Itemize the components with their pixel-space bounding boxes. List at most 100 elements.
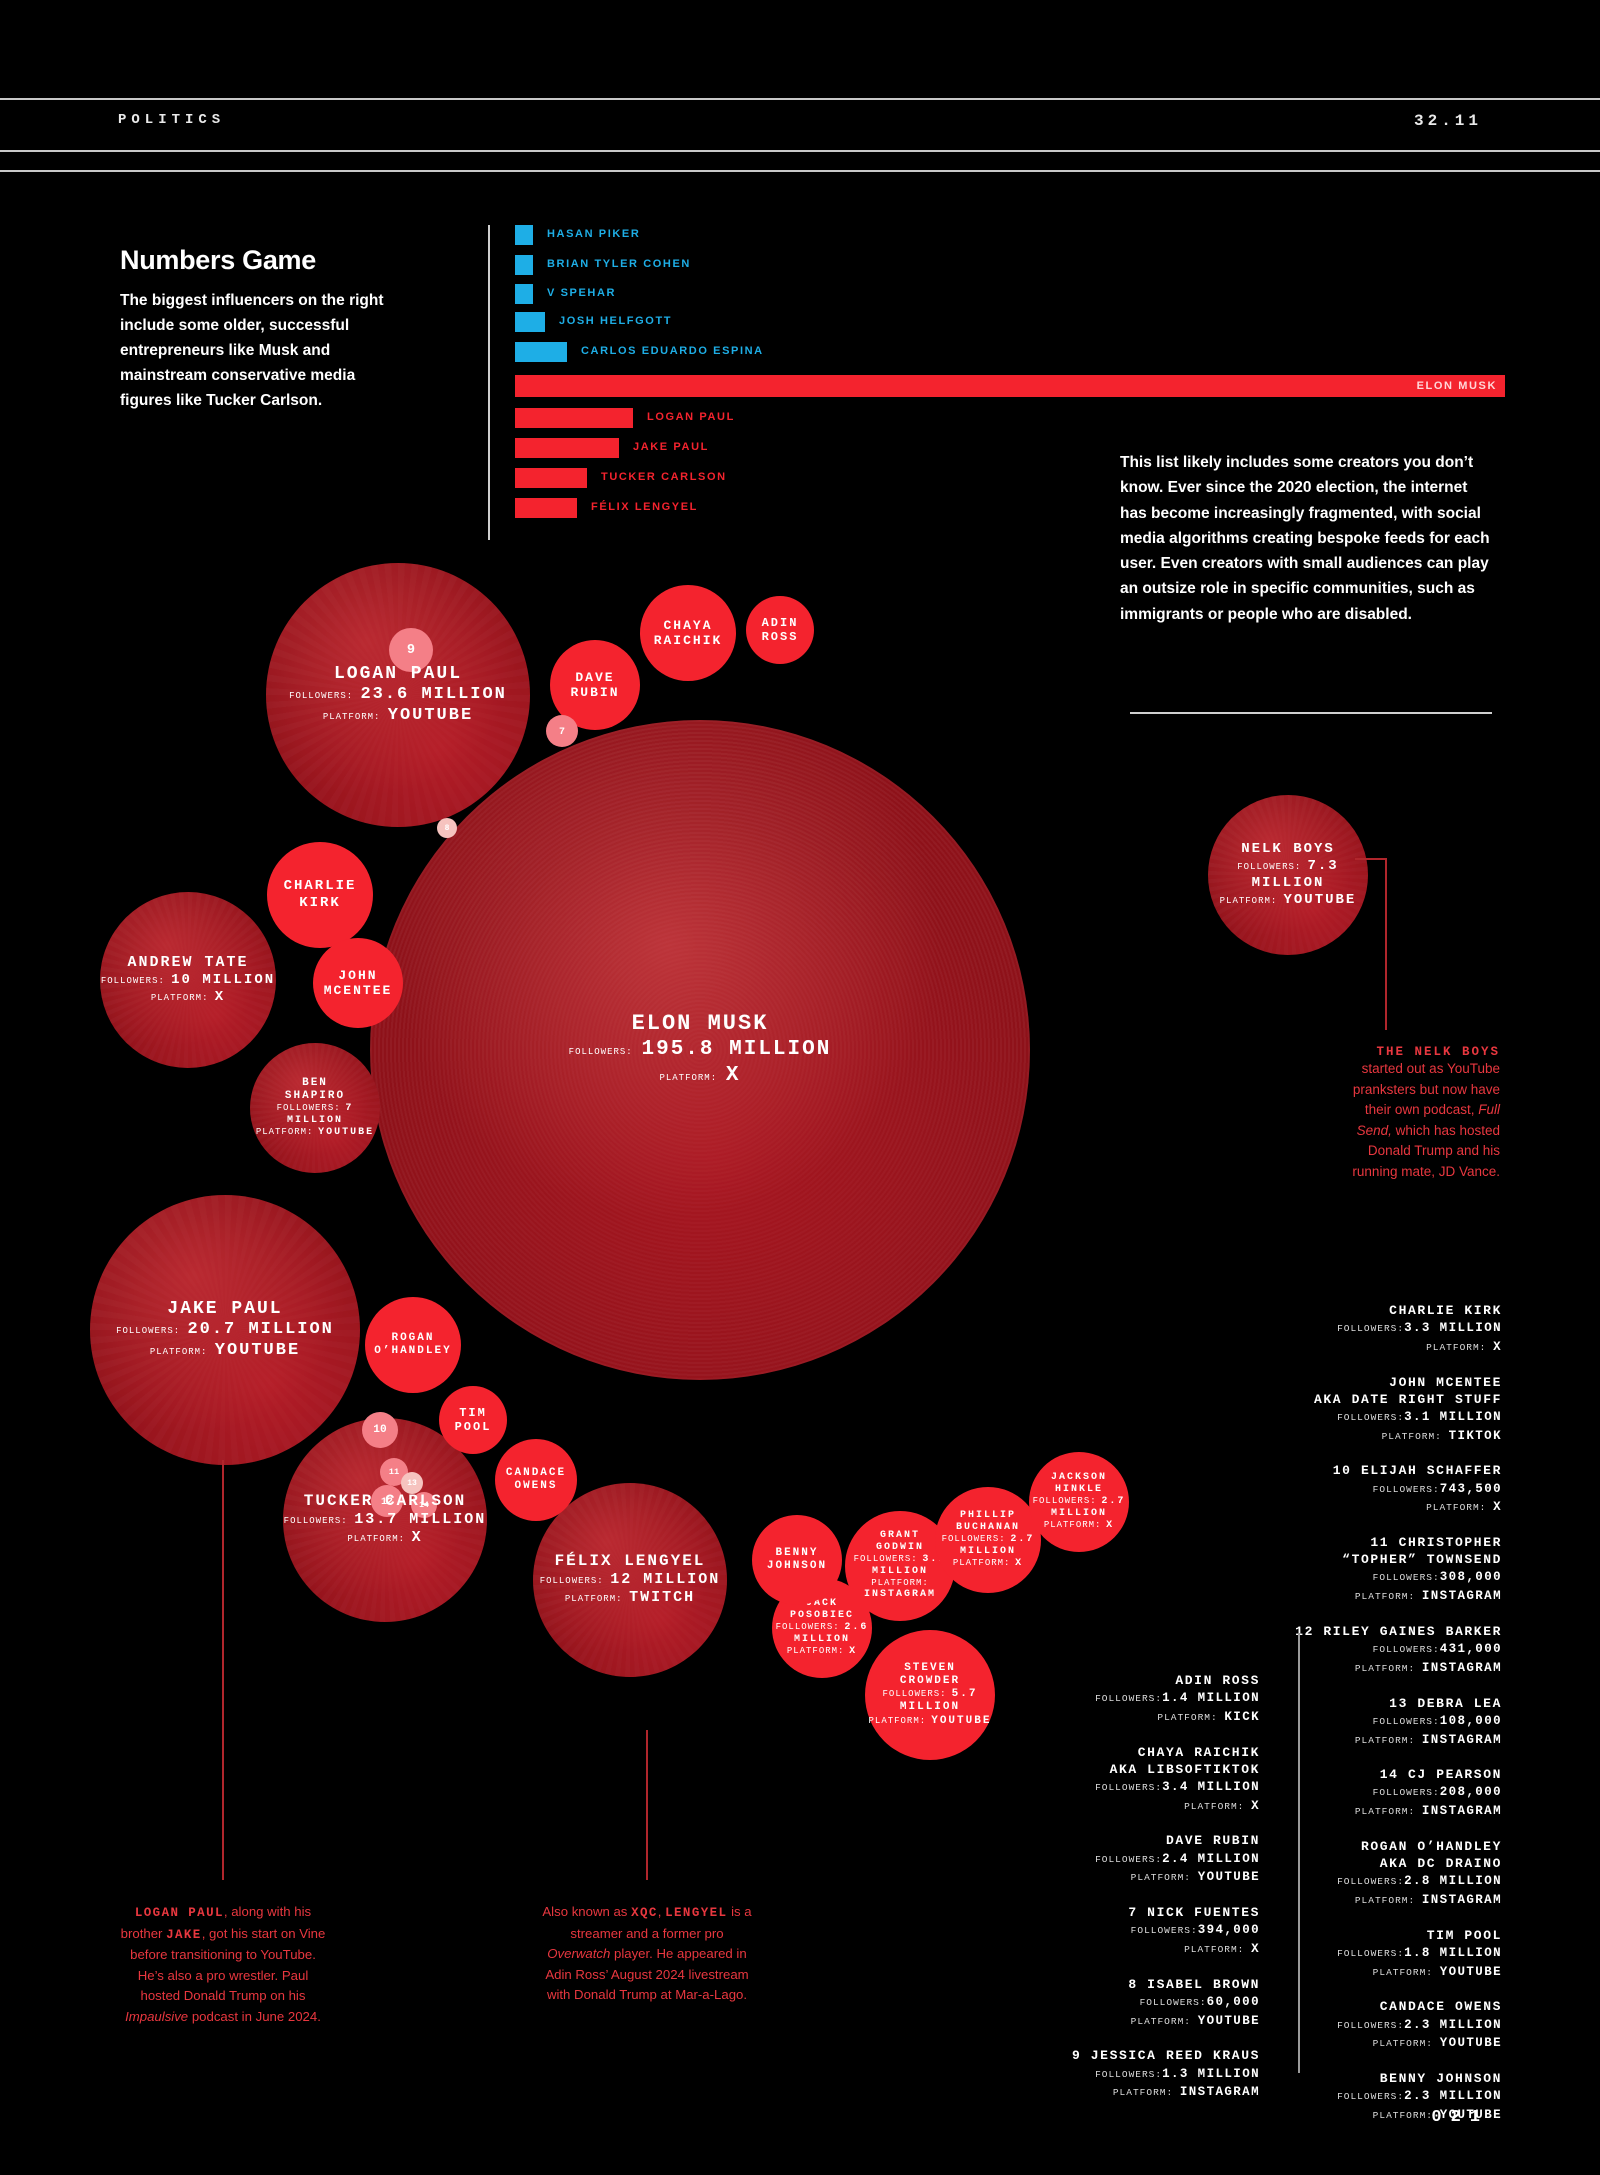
bubble-phillip-buchanan[interactable]: PHILLIP BUCHANAN FOLLOWERS: 2.7 MILLION PL… <box>935 1487 1041 1593</box>
list-item-name: 9 JESSICA REED KRAUS <box>1071 2048 1260 2064</box>
list-item-followers: FOLLOWERS:3.4 MILLION <box>1095 1779 1260 1794</box>
bubble-platform: PLATFORM: TWITCH <box>564 1589 696 1607</box>
list-item-name: 7 NICK FUENTES <box>1128 1905 1260 1921</box>
issue-folio: 32.11 <box>1413 112 1482 130</box>
list-item-followers: FOLLOWERS:2.4 MILLION <box>1095 1851 1260 1866</box>
list-item-aka: AKA LIBSOFTIKTOK <box>1109 1761 1260 1777</box>
data-list-column-b: CHARLIE KIRK FOLLOWERS:3.3 MILLION PLATFOR… <box>1262 1302 1502 2142</box>
legend-bar-chart: HASAN PIKER BRIAN TYLER COHEN V SPEHAR JOSH… <box>515 225 1505 545</box>
list-item-platform: PLATFORM: YOUTUBE <box>1372 2036 1502 2051</box>
list-item-name: JOHN MCENTEE <box>1389 1374 1502 1390</box>
list-item-followers: FOLLOWERS:743,500 <box>1372 1481 1502 1496</box>
list-divider-rule <box>1298 1633 1300 2073</box>
legend-label: ELON MUSK <box>1416 380 1497 392</box>
list-item[interactable]: 9 JESSICA REED KRAUS FOLLOWERS:1.3 MILLIO… <box>1010 2047 1260 2102</box>
bubble-marker-8[interactable]: 8 <box>437 818 457 838</box>
list-item[interactable]: CHAYA RAICHIK AKA LIBSOFTIKTOK FOLLOWERS:3… <box>1010 1744 1260 1816</box>
nelk-annotation-head: THE NELK BOYS <box>1376 1045 1500 1059</box>
bubble-marker-13[interactable]: 13 <box>401 1472 423 1494</box>
header-rule-bottom <box>0 170 1600 172</box>
nelk-annotation-body: started out as YouTube pranksters but no… <box>1352 1061 1500 1179</box>
bubble-andrew-tate[interactable]: ANDREW TATE FOLLOWERS: 10 MILLION PLATFORM… <box>100 892 276 1068</box>
list-item[interactable]: CANDACE OWENS FOLLOWERS:2.3 MILLION PLATFO… <box>1262 1998 1502 2053</box>
legend-label: HASAN PIKER <box>547 228 641 240</box>
list-item[interactable]: BENNY JOHNSON FOLLOWERS:2.3 MILLION PLATFO… <box>1262 2070 1502 2125</box>
bubble-jackson-hinkle[interactable]: JACKSON HINKLE FOLLOWERS: 2.7 MILLION PLAT… <box>1029 1452 1129 1552</box>
legend-label: CARLOS EDUARDO ESPINA <box>581 345 764 357</box>
footnote-lengyel: Also known as XQC, LENGYEL is a streamer… <box>542 1902 752 2006</box>
list-item[interactable]: 12 RILEY GAINES BARKER FOLLOWERS:431,000 P… <box>1262 1623 1502 1678</box>
header-rule-mid <box>0 150 1600 152</box>
list-item[interactable]: 10 ELIJAH SCHAFFER FOLLOWERS:743,500 PLATF… <box>1262 1462 1502 1517</box>
list-item[interactable]: 8 ISABEL BROWN FOLLOWERS:60,000 PLATFORM: … <box>1010 1976 1260 2031</box>
bubble-name: BEN SHAPIRO <box>284 1076 346 1102</box>
bubble-platform: PLATFORM: X <box>659 1063 741 1087</box>
list-item[interactable]: 13 DEBRA LEA FOLLOWERS:108,000 PLATFORM: I… <box>1262 1695 1502 1750</box>
list-item[interactable]: JOHN MCENTEE AKA DATE RIGHT STUFF FOLLOWER… <box>1262 1374 1502 1446</box>
list-item-name: 13 DEBRA LEA <box>1389 1695 1502 1711</box>
bubble-marker-7[interactable]: 7 <box>546 715 578 747</box>
bubble-name: JOHN MCENTEE <box>323 967 393 998</box>
bubble-benny-johnson[interactable]: BENNY JOHNSON <box>752 1515 842 1605</box>
bubble-charlie-kirk[interactable]: CHARLIE KIRK <box>267 842 373 948</box>
bubble-elon-musk[interactable]: ELON MUSK FOLLOWERS: 195.8 MILLION PLATFOR… <box>370 720 1030 1380</box>
bubble-nelk-boys[interactable]: NELK BOYS FOLLOWERS: 7.3 MILLION PLATFORM:… <box>1208 795 1368 955</box>
legend-row: BRIAN TYLER COHEN <box>515 255 1505 275</box>
legend-row: TUCKER CARLSON <box>515 468 1505 488</box>
legend-row: HASAN PIKER <box>515 225 1505 245</box>
list-item[interactable]: DAVE RUBIN FOLLOWERS:2.4 MILLION PLATFORM:… <box>1010 1832 1260 1887</box>
footnote-lengyel-text: Also known as XQC, LENGYEL is a streamer… <box>542 1904 752 2003</box>
bubble-rogan-o-handley[interactable]: ROGAN O’HANDLEY <box>365 1297 461 1393</box>
bubble-name: TUCKER CARLSON <box>303 1492 467 1511</box>
bubble-name: JACKSON HINKLE <box>1050 1471 1107 1495</box>
bubble-name: JACK POSOBIEC <box>789 1597 854 1621</box>
list-item-name: 8 ISABEL BROWN <box>1128 1976 1260 1992</box>
bubble-marker-14[interactable]: 14 <box>411 1492 437 1518</box>
list-item[interactable]: ADIN ROSS FOLLOWERS:1.4 MILLION PLATFORM: … <box>1010 1672 1260 1727</box>
list-item[interactable]: 11 CHRISTOPHER “TOPHER” TOWNSEND FOLLOWERS… <box>1262 1534 1502 1606</box>
bubble-chaya-raichik[interactable]: CHAYA RAICHIK <box>640 585 736 681</box>
list-item-followers: FOLLOWERS:108,000 <box>1372 1713 1502 1728</box>
list-item-platform: PLATFORM: INSTAGRAM <box>1112 2085 1260 2100</box>
bubble-followers: FOLLOWERS: 2.7 MILLION <box>941 1533 1035 1557</box>
nelk-bracket-arm <box>1355 858 1387 860</box>
bubble-name: BENNY JOHNSON <box>766 1547 828 1572</box>
bubble-followers: FOLLOWERS: 5.7 MILLION <box>882 1687 978 1714</box>
list-item-platform: PLATFORM: INSTAGRAM <box>1354 1660 1502 1675</box>
list-item-followers: FOLLOWERS:431,000 <box>1372 1642 1502 1657</box>
bubble-f-lix-lengyel[interactable]: FÉLIX LENGYEL FOLLOWERS: 12 MILLION PLATFO… <box>533 1483 727 1677</box>
bubble-marker-10[interactable]: 10 <box>362 1412 398 1448</box>
list-item-followers: FOLLOWERS:308,000 <box>1372 1570 1502 1585</box>
list-item-name: CANDACE OWENS <box>1379 1999 1502 2015</box>
bubble-steven-crowder[interactable]: STEVEN CROWDER FOLLOWERS: 5.7 MILLION PLAT… <box>865 1630 995 1760</box>
list-item[interactable]: 14 CJ PEARSON FOLLOWERS:208,000 PLATFORM: … <box>1262 1766 1502 1821</box>
bubble-tim-pool[interactable]: TIM POOL <box>439 1386 507 1454</box>
bubble-tucker-carlson[interactable]: TUCKER CARLSON FOLLOWERS: 13.7 MILLION PLA… <box>283 1418 487 1622</box>
bubble-followers: FOLLOWERS: 195.8 MILLION <box>568 1038 832 1062</box>
list-item[interactable]: ROGAN O’HANDLEY AKA DC DRAINO FOLLOWERS:2.… <box>1262 1838 1502 1910</box>
bubble-name: ANDREW TATE <box>127 954 249 972</box>
bubble-followers: FOLLOWERS: 23.6 MILLION <box>289 684 507 704</box>
bubble-name: LOGAN PAUL <box>333 663 463 684</box>
bubble-ben-shapiro[interactable]: BEN SHAPIRO FOLLOWERS: 7 MILLION PLATFORM:… <box>250 1043 380 1173</box>
list-item[interactable]: CHARLIE KIRK FOLLOWERS:3.3 MILLION PLATFOR… <box>1262 1302 1502 1357</box>
nelk-annotation: THE NELK BOYS started out as YouTube pra… <box>1330 1045 1500 1182</box>
bubble-followers: FOLLOWERS: 2.6 MILLION <box>775 1621 869 1645</box>
bubble-marker-12[interactable]: 12 <box>371 1485 403 1517</box>
bubble-platform: PLATFORM: YOUTUBE <box>255 1127 375 1139</box>
bubble-jake-paul[interactable]: JAKE PAUL FOLLOWERS: 20.7 MILLION PLATFORM… <box>90 1195 360 1465</box>
section-kicker: POLITICS <box>118 112 226 128</box>
bubble-marker-9[interactable]: 9 <box>389 628 433 672</box>
bubble-john-mcentee[interactable]: JOHN MCENTEE <box>313 938 403 1028</box>
bubble-adin-ross[interactable]: ADIN ROSS <box>746 596 814 664</box>
footnote-lengyel-line <box>646 1730 648 1880</box>
bubble-candace-owens[interactable]: CANDACE OWENS <box>495 1439 577 1521</box>
legend-label: JOSH HELFGOTT <box>559 315 673 327</box>
list-item-name: 10 ELIJAH SCHAFFER <box>1332 1463 1502 1479</box>
list-item-name: CHAYA RAICHIK <box>1137 1744 1260 1760</box>
bubble-platform: PLATFORM: YOUTUBE <box>149 1340 301 1360</box>
bubble-logan-paul[interactable]: LOGAN PAUL FOLLOWERS: 23.6 MILLION PLATFOR… <box>266 563 530 827</box>
list-item[interactable]: 7 NICK FUENTES FOLLOWERS:394,000 PLATFORM:… <box>1010 1904 1260 1959</box>
list-item[interactable]: TIM POOL FOLLOWERS:1.8 MILLION PLATFORM: Y… <box>1262 1927 1502 1982</box>
legend-label: JAKE PAUL <box>633 441 709 453</box>
